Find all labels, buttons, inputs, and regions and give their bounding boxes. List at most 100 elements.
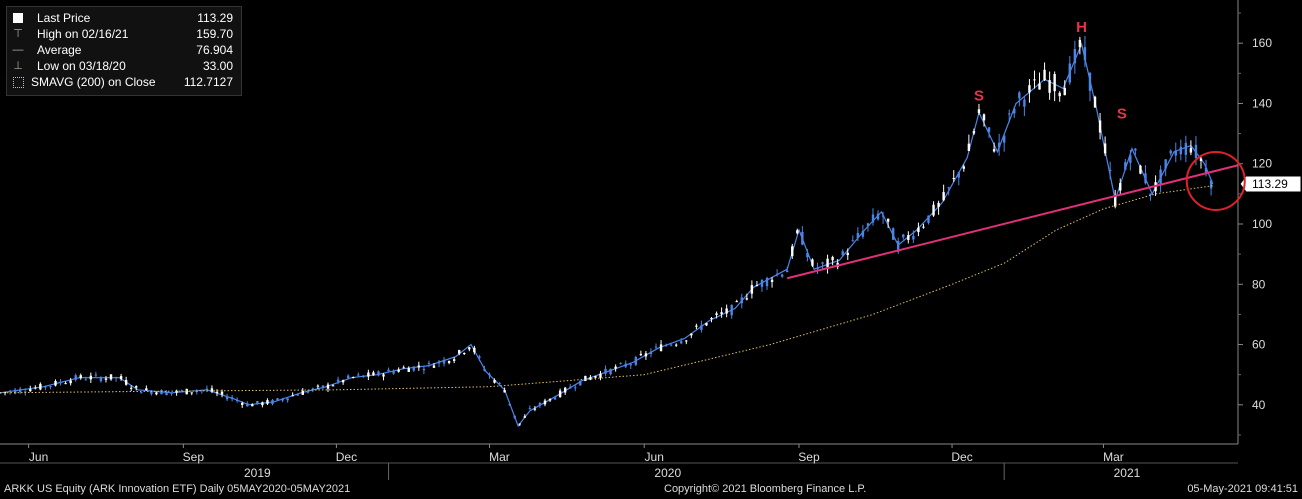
candle-body (856, 232, 860, 238)
candle-body (114, 377, 118, 379)
legend-average[interactable]: — Average 76.904 (7, 42, 241, 58)
left-shoulder-label: S (974, 87, 984, 104)
candle-body (432, 365, 436, 368)
candle-body (922, 226, 925, 228)
candle-body (306, 390, 310, 393)
candle-body (685, 340, 688, 342)
footer-timestamp: 05-May-2021 09:41:51 (1187, 483, 1298, 495)
candle-body (185, 388, 188, 395)
year-label: 2019 (244, 466, 271, 480)
candle-body (791, 246, 794, 257)
candle-body (44, 385, 47, 388)
candle-body (952, 177, 955, 179)
candle-body (594, 376, 597, 378)
candle-body (614, 366, 617, 369)
candle-body (917, 227, 920, 233)
candle-body (589, 377, 592, 380)
candle-body (881, 215, 885, 217)
candle-body (54, 381, 57, 386)
candle-body (775, 273, 779, 275)
legend-sma[interactable]: SMAVG (200) on Close 112.7127 (7, 74, 241, 90)
candle-body (1199, 158, 1203, 161)
candle-body (533, 408, 537, 410)
candle-body (912, 235, 915, 240)
candle-body (1164, 159, 1167, 169)
candle-body (427, 362, 431, 364)
footer-security: ARKK US Equity (ARK Innovation ETF) Dail… (4, 483, 351, 495)
candle-body (851, 240, 855, 242)
candle-body (1058, 92, 1061, 97)
candle-body (286, 398, 289, 401)
candle-body (553, 397, 557, 400)
candle-body (866, 223, 870, 226)
candle-body (1103, 143, 1107, 154)
candle-body (160, 389, 163, 395)
candle-body (891, 228, 895, 240)
candle-body (599, 373, 602, 378)
candle-body (463, 353, 466, 355)
candle-body (1033, 79, 1036, 81)
legend-high[interactable]: ⊤ High on 02/16/21 159.70 (7, 26, 241, 42)
x-tick-label: Sep (183, 450, 205, 464)
candle-body (745, 298, 749, 300)
candle-body (155, 392, 158, 395)
candle-body (569, 386, 572, 389)
x-tick-label: Mar (489, 450, 510, 464)
candle-body (1179, 146, 1183, 155)
legend-value: 113.29 (197, 11, 233, 25)
candle-body (604, 368, 607, 374)
x-axis: Jun Sep Dec Mar Jun Sep Dec Mar 2019 2020 2021 (0, 443, 1238, 480)
legend-value: 112.7127 (183, 75, 233, 89)
candle-body (871, 214, 875, 223)
year-label: 2020 (654, 466, 681, 480)
candle-body (932, 204, 935, 216)
legend-last-price[interactable]: Last Price 113.29 (7, 10, 241, 26)
candle-body (1144, 173, 1147, 184)
candle-body (458, 350, 461, 354)
candle-body (770, 279, 774, 283)
x-tick-label: Dec (336, 450, 357, 464)
sma-series (0, 185, 1213, 394)
candle-body (1204, 167, 1208, 175)
candle-body (13, 389, 17, 394)
candle-body (124, 379, 128, 385)
y-tick-label: 60 (1252, 338, 1266, 352)
candle-body (24, 391, 27, 393)
candle-body (1129, 155, 1132, 163)
candle-body (1209, 180, 1213, 189)
candle-body (659, 344, 663, 352)
candle-body (750, 285, 754, 294)
legend-low[interactable]: ⊥ Low on 03/18/20 33.00 (7, 58, 241, 74)
y-tick-label: 160 (1252, 36, 1272, 50)
average-icon: — (12, 44, 24, 56)
candle-body (119, 376, 123, 380)
x-tick-label: Mar (1103, 450, 1124, 464)
candle-body (362, 375, 365, 378)
candle-body (367, 372, 370, 377)
legend-value: 76.904 (196, 43, 233, 57)
low-marker-icon: ⊥ (13, 60, 23, 72)
breakdown-circle (1185, 150, 1246, 211)
candle-body (311, 388, 315, 391)
candle-body (175, 390, 178, 393)
legend-label: SMAVG (200) on Close (31, 75, 156, 89)
candle-body (1023, 99, 1026, 107)
candle-body (130, 387, 133, 389)
candle-body (442, 359, 446, 364)
candle-body (624, 363, 627, 367)
candle-body (680, 341, 683, 344)
candle-body (796, 230, 799, 234)
candle-body (1169, 150, 1172, 154)
candle-body (735, 301, 738, 303)
square-icon (11, 10, 25, 28)
candle-body (528, 408, 532, 410)
support-trendline (786, 164, 1239, 280)
candle-body (1149, 193, 1152, 196)
candle-body (674, 344, 678, 346)
legend-label: Last Price (37, 11, 91, 25)
candle-body (584, 375, 587, 382)
candle-body (316, 385, 320, 387)
candle-body (1119, 183, 1122, 191)
candle-body (8, 390, 12, 392)
candle-body (276, 398, 279, 401)
